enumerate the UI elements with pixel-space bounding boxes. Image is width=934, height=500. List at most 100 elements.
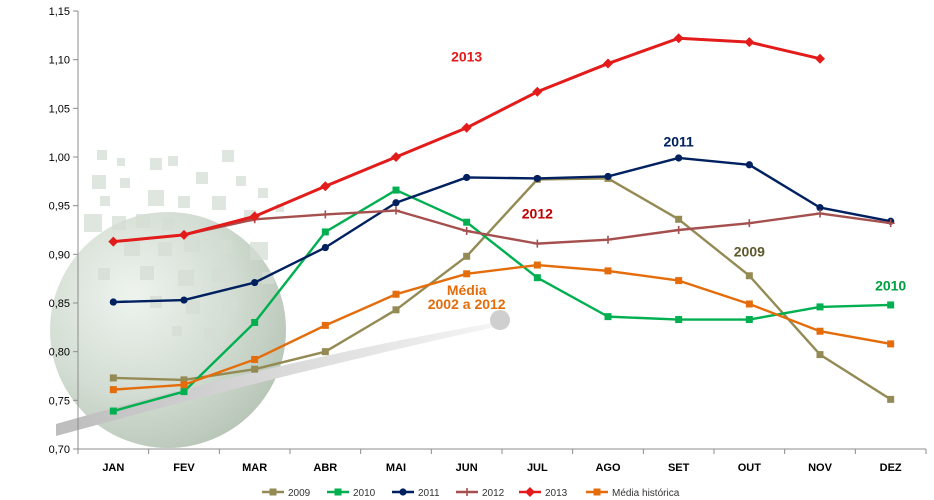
- series-group: [108, 33, 895, 415]
- x-tick-label: JUN: [456, 462, 478, 474]
- series-line-2011: [113, 156, 891, 304]
- data-point-2013: [249, 211, 260, 222]
- x-tick-label: NOV: [808, 462, 833, 474]
- x-tick-label: JUL: [527, 462, 548, 474]
- data-point-2012: [604, 235, 612, 244]
- annotation-label: 2009: [734, 243, 765, 259]
- data-point-2009: [321, 348, 329, 356]
- legend-marker: [593, 488, 601, 496]
- y-tick-label: 0,70: [49, 444, 70, 456]
- series-m-dia-hist-rica: [109, 261, 895, 394]
- data-point-2011: [533, 174, 541, 183]
- x-tick-label: DEZ: [880, 462, 902, 474]
- data-point-2010: [816, 303, 824, 311]
- y-tick-label: 0,90: [49, 249, 70, 261]
- swoosh-dot: [490, 310, 510, 330]
- data-point-2012: [321, 210, 330, 219]
- annotation-label: 2013: [451, 49, 482, 65]
- legend-item-2012: 2012: [456, 488, 505, 499]
- legend-label: 2012: [482, 488, 505, 499]
- data-point-2012: [816, 209, 824, 218]
- data-point-2011: [321, 243, 329, 252]
- data-point-2012: [462, 226, 471, 235]
- data-point-2010: [463, 218, 471, 226]
- data-point-2012: [674, 226, 683, 234]
- data-point-2011: [816, 204, 824, 212]
- axes: 0,70 0,75 0,80 0,85 0,90 0,95 1,00 1,05 1,10 1,15…: [49, 6, 927, 474]
- data-point-2011: [109, 298, 117, 306]
- y-tick-label: 0,95: [49, 201, 70, 213]
- series-line-2010: [113, 188, 891, 413]
- data-point-2011: [392, 199, 400, 207]
- x-tick-label: OUT: [738, 462, 762, 474]
- data-point-2013: [391, 152, 401, 162]
- annotation-label: 2010: [875, 277, 906, 293]
- legend-label: Média histórica: [612, 488, 680, 499]
- x-tick-label: FEV: [173, 462, 195, 474]
- data-point-2009: [887, 395, 895, 403]
- legend-marker: [463, 488, 471, 496]
- data-point-2012: [533, 239, 542, 248]
- data-point-m-dia-hist-rica: [109, 386, 117, 394]
- x-tick-label: JAN: [102, 462, 124, 474]
- data-point-m-dia-hist-rica: [463, 270, 471, 278]
- data-point-2010: [675, 316, 683, 324]
- legend-item-2011: 2011: [392, 488, 440, 499]
- x-tick-label: MAR: [242, 462, 267, 474]
- x-tick-label: MAI: [386, 462, 406, 474]
- data-point-m-dia-hist-rica: [675, 277, 683, 285]
- legend-marker: [334, 488, 342, 496]
- swoosh-watermark: [56, 322, 500, 436]
- data-point-2013: [603, 58, 613, 69]
- data-point-2011: [251, 278, 259, 287]
- series-line-2009: [113, 177, 892, 401]
- legend-label: 2011: [418, 488, 440, 499]
- y-tick-label: 1,10: [49, 55, 70, 67]
- y-tick-label: 1,15: [49, 6, 70, 18]
- data-point-m-dia-hist-rica: [533, 261, 541, 269]
- series-line-2012: [113, 209, 891, 245]
- data-point-2011: [745, 161, 753, 169]
- data-point-2013: [461, 122, 472, 133]
- x-tick-label: ABR: [313, 462, 337, 474]
- data-point-2010: [604, 313, 612, 321]
- data-point-2013: [744, 37, 755, 48]
- y-tick-label: 1,05: [49, 103, 70, 115]
- y-tick-label: 0,75: [49, 395, 70, 407]
- data-point-2009: [816, 351, 824, 359]
- legend-item-2009: 2009: [262, 488, 311, 499]
- data-point-2011: [463, 173, 471, 182]
- data-point-2010: [533, 274, 541, 282]
- annotation-label: Média: [447, 282, 487, 298]
- data-point-2013: [673, 33, 684, 44]
- series-2013: [108, 33, 825, 247]
- data-point-2009: [392, 306, 400, 314]
- legend-marker: [525, 487, 535, 497]
- background-watermark: [50, 150, 510, 448]
- legend-label: 2013: [545, 488, 568, 499]
- data-point-2013: [108, 236, 119, 247]
- y-tick-label: 1,00: [49, 152, 70, 164]
- data-point-m-dia-hist-rica: [180, 381, 188, 389]
- data-point-2010: [887, 301, 895, 309]
- data-point-2011: [675, 154, 683, 162]
- x-tick-label: SET: [668, 462, 690, 474]
- data-point-2010: [321, 228, 329, 236]
- data-point-2011: [604, 172, 612, 181]
- series-line-m-dia-hist-rica: [113, 263, 891, 391]
- data-point-m-dia-hist-rica: [321, 321, 329, 329]
- data-point-2010: [392, 186, 400, 194]
- data-point-2009: [251, 365, 259, 373]
- legend-marker: [399, 488, 407, 496]
- legend-marker: [269, 488, 277, 496]
- y-tick-label: 0,85: [49, 298, 70, 310]
- legend-item-m-dia-hist-rica: Média histórica: [586, 488, 680, 499]
- pixel-squares-watermark: [84, 150, 284, 340]
- data-point-2009: [109, 374, 117, 382]
- data-point-2012: [392, 206, 400, 215]
- data-point-2013: [179, 229, 189, 240]
- data-point-2009: [463, 252, 471, 260]
- x-tick-label: AGO: [595, 462, 621, 474]
